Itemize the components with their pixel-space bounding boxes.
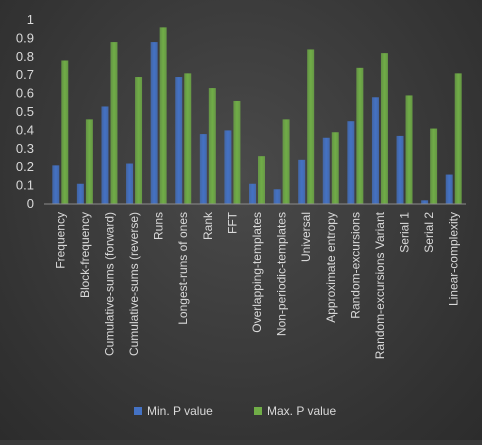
bar-max-p-value [233, 100, 241, 204]
x-category-label: Serial 2 [422, 212, 436, 253]
bar-min-p-value [273, 189, 281, 204]
bar-max-p-value [282, 119, 290, 204]
legend-label-min: Min. P value [147, 404, 213, 418]
y-axis-ticks: 0 0.1 0.2 0.3 0.4 0.5 0.6 0.7 0.8 0.9 1 [16, 12, 34, 211]
x-category-label: Serial 1 [398, 212, 412, 253]
bar-max-p-value [307, 49, 315, 204]
x-category-label: Linear-complexity [447, 212, 461, 306]
y-tick-label: 0.8 [16, 49, 34, 64]
bar-min-p-value [249, 183, 256, 204]
bar-max-p-value [208, 88, 216, 204]
y-tick-label: 0 [27, 196, 34, 211]
bar-max-p-value [184, 73, 192, 204]
bar-min-p-value [445, 174, 453, 204]
x-category-label: Universal [299, 212, 313, 262]
bar-min-p-value [396, 135, 404, 204]
bar-min-p-value [347, 121, 355, 204]
bar-min-p-value [199, 134, 207, 204]
bar-max-p-value [331, 132, 339, 204]
bar-min-p-value [322, 137, 330, 204]
bar-max-p-value [159, 27, 167, 204]
bar-max-p-value [405, 95, 413, 204]
bar-max-p-value [85, 119, 93, 204]
x-category-label: Longest-runs of ones [176, 212, 190, 325]
x-category-label: Block-frequency [78, 212, 92, 298]
x-category-label: Runs [152, 212, 166, 240]
bars [52, 27, 462, 205]
x-category-label: Overlapping-templates [250, 212, 264, 333]
x-axis-categories: Frequency Block-frequency Cumulative-sums … [53, 211, 460, 359]
y-tick-label: 0.6 [16, 86, 34, 101]
y-tick-label: 0.7 [16, 67, 34, 82]
bar-min-p-value [421, 200, 429, 204]
y-tick-label: 0.9 [16, 30, 34, 45]
bar-min-p-value [175, 77, 183, 204]
legend-swatch-min [134, 407, 142, 415]
bar-min-p-value [52, 165, 60, 204]
x-category-label: Random-excursions [348, 212, 362, 319]
x-category-label: Rank [201, 211, 215, 240]
legend-label-max: Max. P value [267, 404, 336, 418]
y-tick-label: 0.2 [16, 159, 34, 174]
x-category-label: Frequency [53, 212, 67, 269]
bar-min-p-value [101, 106, 109, 204]
bar-max-p-value [430, 128, 438, 204]
y-tick-label: 0.5 [16, 104, 34, 119]
x-category-label: Approximate entropy [324, 212, 338, 323]
y-tick-label: 1 [27, 12, 34, 27]
bar-min-p-value [126, 163, 134, 204]
bar-max-p-value [454, 73, 462, 204]
bar-min-p-value [224, 130, 232, 204]
bar-min-p-value [371, 97, 379, 204]
x-category-label: Cumulative-sums (reverse) [127, 212, 141, 356]
x-category-label: FFT [225, 211, 239, 234]
x-category-label: Random-excursions Variant [373, 211, 387, 359]
bar-max-p-value [356, 67, 364, 204]
x-category-label: Non-periodic-templates [275, 212, 289, 336]
bar-max-p-value [258, 156, 265, 204]
bar-min-p-value [298, 159, 306, 204]
x-category-label: Cumulative-sums (forward) [102, 212, 116, 356]
bar-max-p-value [110, 42, 118, 204]
bar-max-p-value [61, 60, 69, 205]
y-tick-label: 0.3 [16, 141, 34, 156]
bar-max-p-value [135, 77, 143, 204]
legend: Min. P value Max. P value [134, 404, 336, 418]
bar-min-p-value [150, 42, 158, 204]
y-tick-label: 0.1 [16, 178, 34, 193]
bar-min-p-value [76, 183, 84, 204]
bar-max-p-value [380, 53, 388, 205]
legend-swatch-max [254, 407, 262, 415]
y-tick-label: 0.4 [16, 122, 34, 137]
